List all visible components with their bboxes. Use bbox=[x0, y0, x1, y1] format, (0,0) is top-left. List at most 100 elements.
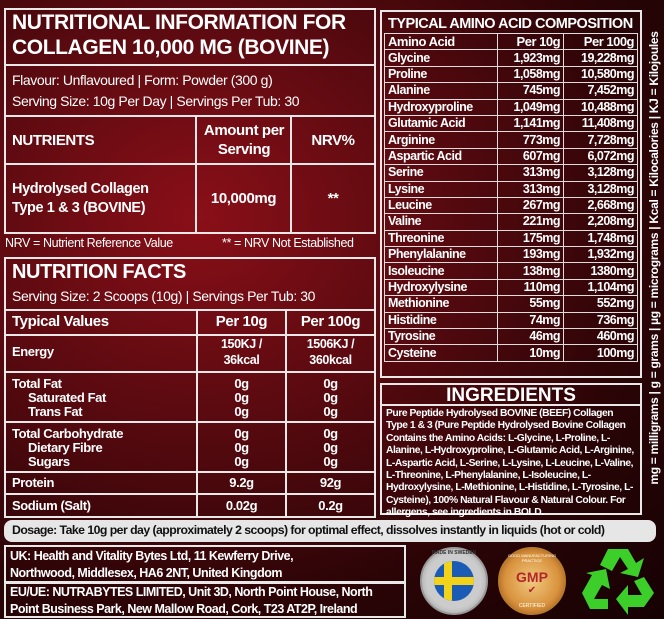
amino-row: Cysteine 10mg 100mg bbox=[383, 344, 638, 362]
footnote-nrv: NRV = Nutrient Reference Value bbox=[5, 236, 173, 250]
amino-per100: 6,072mg bbox=[563, 147, 638, 166]
protein-per10: 9.2g bbox=[229, 475, 254, 490]
trans-fat-per10: 0g bbox=[234, 404, 249, 419]
energy-per100-1: 1506KJ / bbox=[306, 337, 355, 351]
amino-row: Aspartic Acid 607mg 6,072mg bbox=[383, 147, 638, 166]
protein-label: Protein bbox=[12, 475, 54, 490]
amino-per100: 11,408mg bbox=[563, 114, 638, 133]
amino-per10: 10mg bbox=[497, 344, 565, 362]
amino-name: Threonine bbox=[383, 229, 499, 248]
amino-acid-table: Amino Acid Per 10g Per 100g Glycine 1,923… bbox=[383, 32, 638, 362]
amino-per10: 193mg bbox=[497, 246, 565, 264]
amino-row: Phenylalanine 193mg 1,932mg bbox=[383, 246, 638, 264]
amino-row: Proline 1,058mg 10,580mg bbox=[383, 65, 638, 84]
nutrition-facts-title: NUTRITION FACTS bbox=[12, 261, 186, 283]
fat-per100: 0g bbox=[323, 376, 338, 391]
energy-per100-2: 360kcal bbox=[309, 353, 352, 367]
amino-per10: 1,923mg bbox=[497, 49, 565, 67]
sugars-label: Sugars bbox=[28, 454, 70, 469]
amino-name: Valine bbox=[383, 213, 499, 231]
gmp-ring-text: GOOD MANUFACTURING PRACTICE bbox=[507, 553, 557, 563]
amino-row: Methionine 55mg 552mg bbox=[383, 295, 638, 313]
sweden-badge-text: MADE IN SWEDEN bbox=[431, 550, 477, 556]
amino-per10: 110mg bbox=[497, 278, 565, 297]
header-nrv: NRV% bbox=[311, 132, 355, 149]
amino-row: Glycine 1,923mg 19,228mg bbox=[383, 49, 638, 67]
units-legend-text: mg = milligrams | g = grams | µg = micro… bbox=[647, 31, 661, 485]
fat-per10: 0g bbox=[234, 376, 249, 391]
amino-row: Hydroxylysine 110mg 1,104mg bbox=[383, 278, 638, 297]
gmp-badge: GOOD MANUFACTURING PRACTICE GMP ✔ CERTIF… bbox=[498, 547, 566, 615]
sat-fat-per100: 0g bbox=[323, 390, 338, 405]
amino-row: Valine 221mg 2,208mg bbox=[383, 213, 638, 231]
flavour-form: Flavour: Unflavoured | Form: Powder (300… bbox=[12, 72, 273, 88]
amino-row: Tyrosine 46mg 460mg bbox=[383, 328, 638, 346]
collagen-serving: Serving Size: 10g Per Day | Servings Per… bbox=[12, 93, 300, 109]
amino-name: Serine bbox=[383, 164, 499, 182]
amino-per100: 10,580mg bbox=[563, 65, 638, 84]
nf-header-per10: Per 10g bbox=[215, 313, 268, 330]
amino-row: Arginine 773mg 7,728mg bbox=[383, 131, 638, 149]
collagen-info-panel bbox=[4, 8, 376, 234]
amino-per100: 1380mg bbox=[563, 262, 638, 280]
amino-name: Phenylalanine bbox=[383, 246, 499, 264]
ing-text: Pure Peptide Hydrolysed bbox=[386, 408, 500, 419]
amino-per10: 55mg bbox=[497, 295, 565, 313]
amino-header-row: Amino Acid Per 10g Per 100g bbox=[383, 32, 638, 51]
amino-row: Alanine 745mg 7,452mg bbox=[383, 82, 638, 100]
sugars-per100: 0g bbox=[323, 454, 338, 469]
made-in-sweden-badge: MADE IN SWEDEN bbox=[420, 547, 488, 615]
amino-header-per100: Per 100g bbox=[563, 32, 638, 51]
amino-name: Tyrosine bbox=[383, 328, 499, 346]
amino-name: Aspartic Acid bbox=[383, 147, 499, 166]
header-amount: Amount per Serving bbox=[203, 122, 285, 158]
amino-per10: 1,058mg bbox=[497, 65, 565, 84]
recycle-icon bbox=[582, 549, 654, 615]
amino-per100: 1,104mg bbox=[563, 278, 638, 297]
amino-per10: 607mg bbox=[497, 147, 565, 166]
fibre-per100: 0g bbox=[323, 440, 338, 455]
amino-per10: 1,049mg bbox=[497, 98, 565, 116]
ing-bold: BOLD bbox=[513, 507, 542, 519]
gmp-text: GMP bbox=[516, 569, 548, 585]
energy-per10-1: 150KJ / bbox=[221, 337, 262, 351]
trans-fat-label: Trans Fat bbox=[28, 404, 83, 419]
collagen-name-1: Hydrolysed Collagen bbox=[12, 181, 149, 197]
collagen-name-2: Type 1 & 3 (BOVINE) bbox=[12, 200, 146, 216]
amino-per100: 552mg bbox=[563, 295, 638, 313]
amino-name: Leucine bbox=[383, 196, 499, 215]
amino-per10: 313mg bbox=[497, 180, 565, 198]
ingredients-text: Pure Peptide Hydrolysed BOVINE (BEEF) Co… bbox=[382, 406, 640, 520]
amino-per10: 221mg bbox=[497, 213, 565, 231]
amino-acid-panel: TYPICAL AMINO ACID COMPOSITION Amino Aci… bbox=[380, 10, 642, 378]
ingredients-panel: INGREDIENTS Pure Peptide Hydrolysed BOVI… bbox=[380, 383, 642, 518]
amino-per10: 773mg bbox=[497, 131, 565, 149]
footnote-not-established: ** = NRV Not Established bbox=[222, 236, 354, 250]
amino-per100: 2,208mg bbox=[563, 213, 638, 231]
sweden-flag-icon bbox=[434, 561, 474, 601]
amino-row: Lysine 313mg 3,128mg bbox=[383, 180, 638, 198]
amino-name: Arginine bbox=[383, 131, 499, 149]
protein-per100: 92g bbox=[319, 475, 342, 490]
amino-header-name: Amino Acid bbox=[383, 32, 499, 51]
sodium-per10: 0.02g bbox=[225, 498, 258, 513]
amino-row: Leucine 267mg 2,668mg bbox=[383, 196, 638, 215]
amino-per10: 267mg bbox=[497, 196, 565, 215]
amino-name: Glycine bbox=[383, 49, 499, 67]
units-legend: mg = milligrams | g = grams | µg = micro… bbox=[646, 8, 662, 508]
ing-text: . bbox=[541, 507, 544, 519]
amino-row: Hydroxyproline 1,049mg 10,488mg bbox=[383, 98, 638, 116]
amino-name: Alanine bbox=[383, 82, 499, 100]
amino-per100: 19,228mg bbox=[563, 49, 638, 67]
amino-title: TYPICAL AMINO ACID COMPOSITION bbox=[388, 16, 633, 32]
amino-name: Methionine bbox=[383, 295, 499, 313]
address-eu-text: EU/UE: NUTRABYTES LIMITED, Unit 3D, Nort… bbox=[10, 585, 373, 616]
amino-name: Histidine bbox=[383, 311, 499, 330]
amino-per100: 2,668mg bbox=[563, 196, 638, 215]
amino-row: Isoleucine 138mg 1380mg bbox=[383, 262, 638, 280]
amino-per100: 7,452mg bbox=[563, 82, 638, 100]
amino-per100: 460mg bbox=[563, 328, 638, 346]
energy-label: Energy bbox=[12, 344, 54, 359]
header-nutrients: NUTRIENTS bbox=[12, 132, 95, 149]
address-eu: EU/UE: NUTRABYTES LIMITED, Unit 3D, Nort… bbox=[4, 582, 406, 618]
